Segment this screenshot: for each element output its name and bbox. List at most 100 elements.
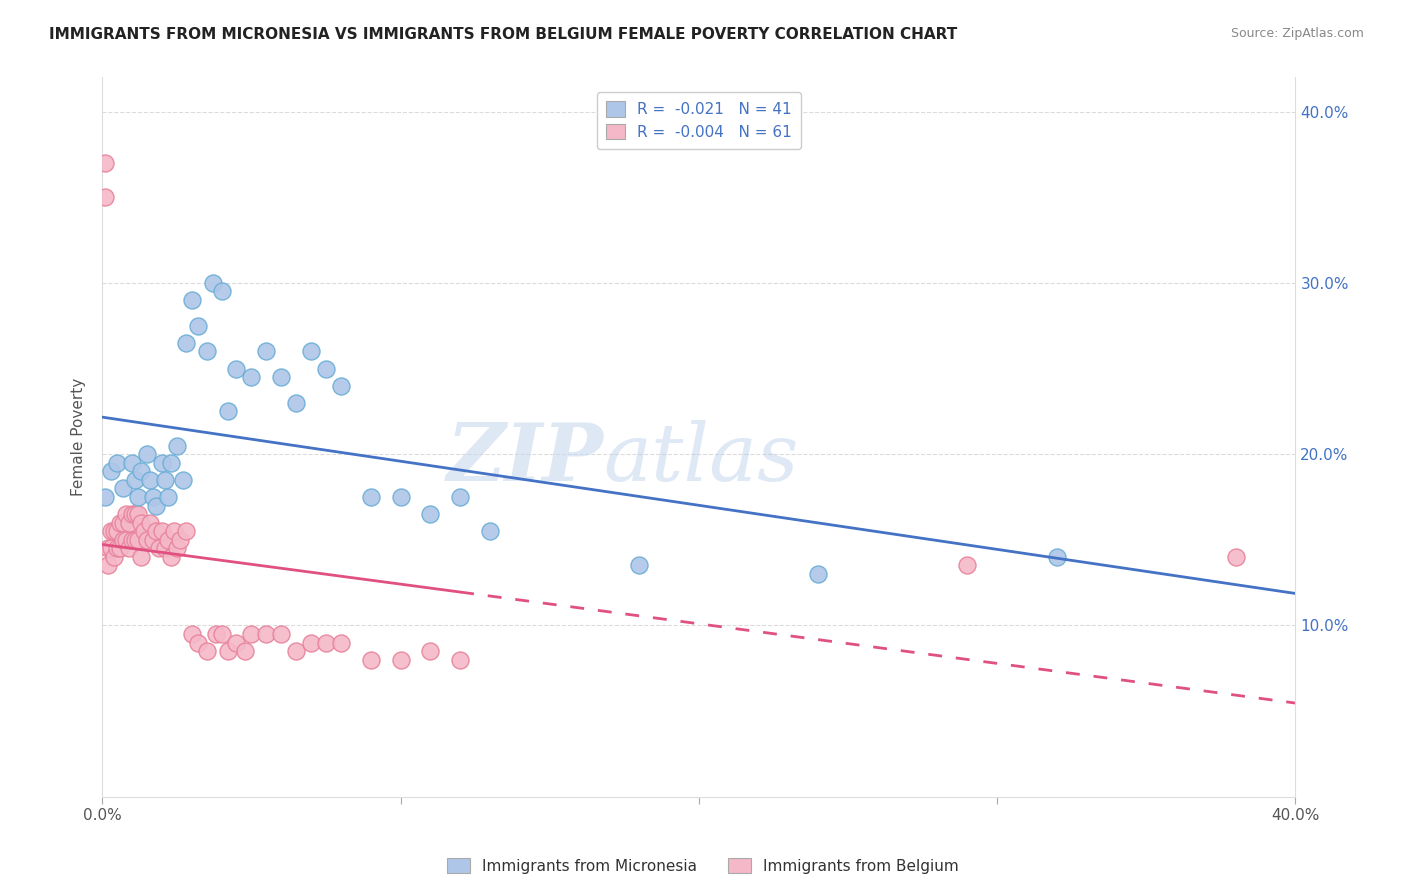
Point bbox=[94, 490, 117, 504]
Point bbox=[153, 541, 176, 556]
Point bbox=[121, 456, 143, 470]
Point bbox=[315, 635, 337, 649]
Point bbox=[360, 653, 382, 667]
Point bbox=[204, 627, 226, 641]
Point bbox=[103, 549, 125, 564]
Point bbox=[121, 507, 143, 521]
Point bbox=[172, 473, 194, 487]
Text: atlas: atlas bbox=[603, 420, 799, 498]
Point bbox=[105, 456, 128, 470]
Point bbox=[201, 276, 224, 290]
Point bbox=[166, 541, 188, 556]
Point bbox=[124, 533, 146, 547]
Point bbox=[100, 541, 122, 556]
Point bbox=[479, 524, 502, 539]
Point bbox=[159, 456, 181, 470]
Point bbox=[148, 541, 170, 556]
Text: Source: ZipAtlas.com: Source: ZipAtlas.com bbox=[1230, 27, 1364, 40]
Point bbox=[156, 533, 179, 547]
Point bbox=[132, 524, 155, 539]
Point bbox=[329, 635, 352, 649]
Point bbox=[329, 378, 352, 392]
Point bbox=[142, 490, 165, 504]
Point bbox=[94, 190, 117, 204]
Point bbox=[254, 344, 277, 359]
Point bbox=[211, 285, 233, 299]
Point bbox=[956, 558, 979, 573]
Point bbox=[115, 507, 138, 521]
Point bbox=[118, 516, 141, 530]
Point bbox=[807, 567, 830, 582]
Point bbox=[285, 396, 308, 410]
Point bbox=[127, 533, 149, 547]
Point bbox=[270, 370, 292, 384]
Point bbox=[97, 541, 120, 556]
Point bbox=[180, 627, 202, 641]
Point bbox=[150, 524, 173, 539]
Point bbox=[628, 558, 651, 573]
Point bbox=[389, 653, 412, 667]
Point bbox=[169, 533, 191, 547]
Point bbox=[129, 464, 152, 478]
Point bbox=[285, 644, 308, 658]
Point bbox=[225, 361, 247, 376]
Point bbox=[211, 627, 233, 641]
Point bbox=[360, 490, 382, 504]
Point bbox=[129, 549, 152, 564]
Point bbox=[235, 644, 257, 658]
Point bbox=[124, 507, 146, 521]
Point bbox=[225, 635, 247, 649]
Point bbox=[118, 541, 141, 556]
Point bbox=[108, 541, 131, 556]
Point bbox=[163, 524, 186, 539]
Point bbox=[254, 627, 277, 641]
Point bbox=[270, 627, 292, 641]
Point bbox=[153, 473, 176, 487]
Point bbox=[100, 524, 122, 539]
Point bbox=[100, 464, 122, 478]
Point bbox=[121, 533, 143, 547]
Legend: Immigrants from Micronesia, Immigrants from Belgium: Immigrants from Micronesia, Immigrants f… bbox=[441, 852, 965, 880]
Point bbox=[105, 524, 128, 539]
Point bbox=[299, 635, 322, 649]
Point bbox=[1046, 549, 1069, 564]
Text: ZIP: ZIP bbox=[447, 420, 603, 498]
Point bbox=[449, 490, 471, 504]
Point bbox=[174, 335, 197, 350]
Point bbox=[142, 533, 165, 547]
Point bbox=[112, 533, 135, 547]
Point bbox=[150, 456, 173, 470]
Point bbox=[195, 344, 218, 359]
Point bbox=[112, 516, 135, 530]
Point bbox=[108, 516, 131, 530]
Y-axis label: Female Poverty: Female Poverty bbox=[72, 378, 86, 496]
Point bbox=[159, 549, 181, 564]
Point bbox=[166, 439, 188, 453]
Point bbox=[127, 490, 149, 504]
Point bbox=[419, 507, 441, 521]
Point bbox=[136, 533, 159, 547]
Point bbox=[217, 644, 239, 658]
Point bbox=[145, 499, 167, 513]
Point bbox=[139, 473, 162, 487]
Point bbox=[240, 627, 263, 641]
Point bbox=[1225, 549, 1247, 564]
Point bbox=[105, 541, 128, 556]
Point bbox=[419, 644, 441, 658]
Point bbox=[115, 533, 138, 547]
Point bbox=[139, 516, 162, 530]
Point bbox=[136, 447, 159, 461]
Point bbox=[217, 404, 239, 418]
Point bbox=[449, 653, 471, 667]
Point bbox=[187, 635, 209, 649]
Point bbox=[240, 370, 263, 384]
Point bbox=[156, 490, 179, 504]
Point bbox=[315, 361, 337, 376]
Point bbox=[299, 344, 322, 359]
Point bbox=[103, 524, 125, 539]
Point bbox=[97, 558, 120, 573]
Point bbox=[389, 490, 412, 504]
Legend: R =  -0.021   N = 41, R =  -0.004   N = 61: R = -0.021 N = 41, R = -0.004 N = 61 bbox=[598, 92, 800, 149]
Point bbox=[94, 156, 117, 170]
Point bbox=[195, 644, 218, 658]
